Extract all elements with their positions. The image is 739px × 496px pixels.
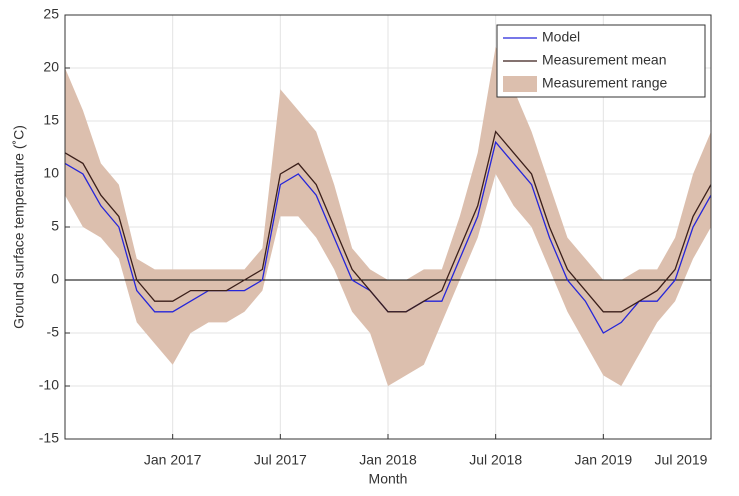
range-area [65, 46, 711, 387]
x-tick-label: Jul 2017 [254, 452, 307, 468]
y-tick-label: 5 [51, 218, 59, 234]
x-tick-label: Jan 2017 [144, 452, 202, 468]
x-axis-label: Month [369, 471, 408, 487]
y-tick-label: -5 [47, 324, 60, 340]
legend-swatch [503, 76, 537, 92]
x-tick-label: Jul 2019 [655, 452, 708, 468]
legend-label: Measurement mean [542, 52, 667, 68]
x-tick-label: Jan 2019 [575, 452, 633, 468]
series-line [64, 130, 712, 313]
y-tick-label: 15 [43, 112, 59, 128]
y-tick-label: -15 [39, 430, 59, 446]
x-tick-label: Jan 2018 [359, 452, 417, 468]
y-tick-label: 25 [43, 6, 59, 22]
y-tick-label: -10 [39, 377, 59, 393]
y-axis-label: Ground surface temperature (˚C) [11, 125, 27, 329]
legend-label: Model [542, 29, 580, 45]
y-tick-label: 0 [51, 271, 59, 287]
plot-frame [64, 14, 712, 440]
x-tick-label: Jul 2018 [469, 452, 522, 468]
legend-label: Measurement range [542, 75, 668, 91]
y-tick-label: 20 [43, 59, 59, 75]
y-tick-label: 10 [43, 165, 59, 181]
